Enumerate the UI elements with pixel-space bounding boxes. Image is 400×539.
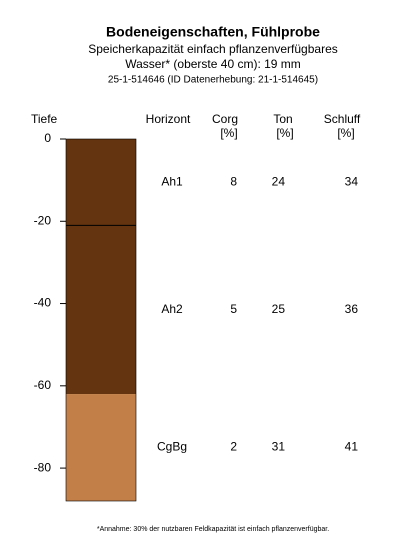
y-axis-label: Tiefe bbox=[31, 112, 58, 126]
column-unit: [%] bbox=[276, 126, 293, 140]
column-header: Corg bbox=[212, 112, 238, 126]
y-tick-label: -40 bbox=[34, 296, 52, 310]
column-header: Ton bbox=[273, 112, 292, 126]
ton-value: 25 bbox=[272, 302, 286, 316]
y-tick-label: 0 bbox=[44, 131, 51, 145]
y-tick-label: -20 bbox=[34, 213, 52, 227]
ton-value: 24 bbox=[272, 174, 286, 188]
chart-title: Bodeneigenschaften, Fühlprobe bbox=[106, 24, 320, 40]
horizon-label: Ah1 bbox=[161, 174, 183, 188]
schluff-value: 34 bbox=[345, 174, 359, 188]
column-unit: [%] bbox=[220, 126, 237, 140]
column-outline bbox=[65, 138, 137, 502]
soil-layer bbox=[66, 139, 136, 226]
corg-value: 2 bbox=[230, 440, 237, 454]
schluff-value: 36 bbox=[345, 302, 359, 316]
y-tick-label: -60 bbox=[34, 378, 52, 392]
schluff-value: 41 bbox=[345, 440, 359, 454]
footnote: *Annahme: 30% der nutzbaren Feldkapazitä… bbox=[97, 526, 329, 533]
horizon-label: CgBg bbox=[157, 440, 187, 454]
subtitle: Speicherkapazität einfach pflanzenverfüg… bbox=[88, 42, 338, 56]
column-header: Horizont bbox=[146, 112, 191, 126]
corg-value: 8 bbox=[230, 174, 237, 188]
corg-value: 5 bbox=[230, 302, 237, 316]
soil-layer bbox=[66, 225, 136, 395]
ton-value: 31 bbox=[272, 440, 286, 454]
soil-layer bbox=[66, 394, 136, 501]
column-header: Schluff bbox=[324, 112, 361, 126]
y-tick-label: -80 bbox=[34, 460, 52, 474]
subtitle: Wasser* (oberste 40 cm): 19 mm bbox=[125, 57, 301, 71]
column-unit: [%] bbox=[337, 126, 354, 140]
id-line: 25-1-514646 (ID Datenerhebung: 21-1-5146… bbox=[108, 75, 318, 86]
horizon-label: Ah2 bbox=[161, 302, 183, 316]
